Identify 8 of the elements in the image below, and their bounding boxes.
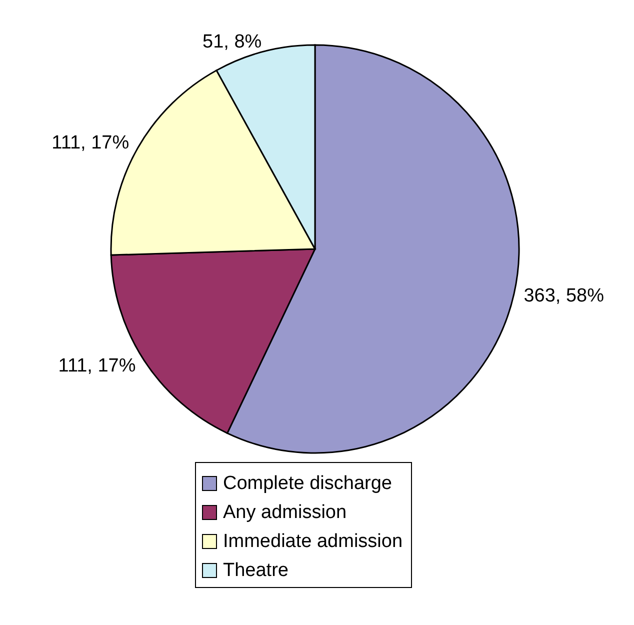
legend-label: Immediate admission bbox=[223, 530, 403, 552]
legend-label: Theatre bbox=[223, 560, 288, 582]
legend-label: Any admission bbox=[223, 502, 347, 524]
data-label: 363, 58% bbox=[524, 286, 604, 307]
legend-label: Complete discharge bbox=[223, 472, 392, 494]
data-label: 51, 8% bbox=[202, 31, 262, 52]
data-label: 111, 17% bbox=[52, 132, 130, 154]
data-label: 111, 17% bbox=[58, 355, 136, 376]
